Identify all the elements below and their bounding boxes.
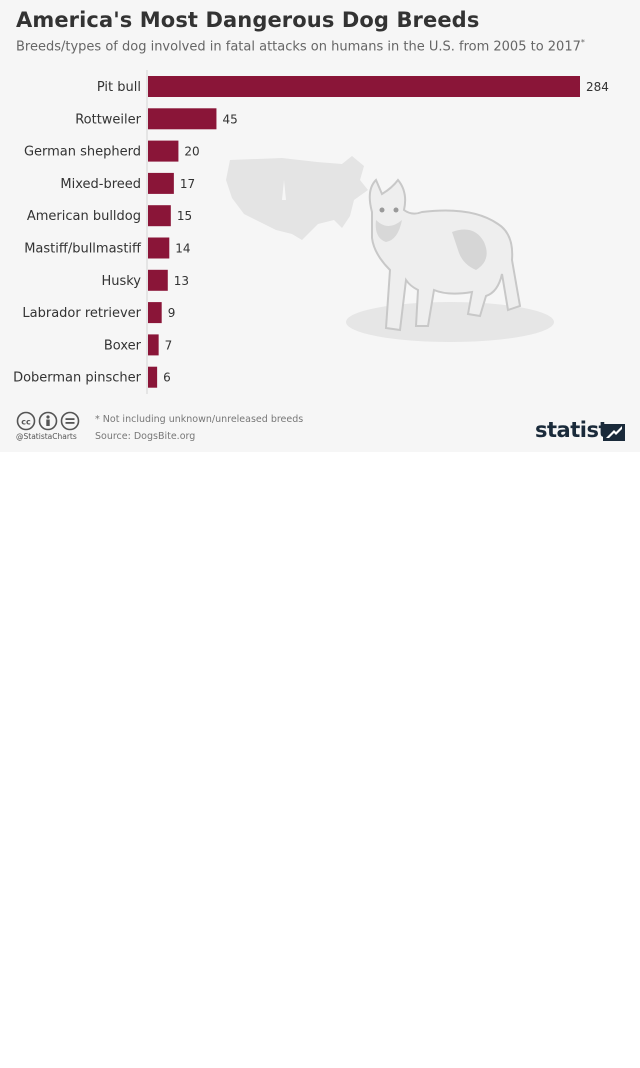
- value-label-mastiff-bullmastiff: 14: [175, 242, 190, 256]
- value-label-mixed-breed: 17: [180, 177, 195, 191]
- footnote: * Not including unknown/unreleased breed…: [95, 414, 304, 425]
- bar-chart: Pit bull 284 Rottweiler 45 German shepherd 20…: [13, 70, 609, 394]
- category-label-pit-bull: Pit bull: [97, 80, 141, 95]
- bar-rottweiler: [148, 108, 217, 130]
- bar-mixed-breed: [148, 172, 174, 194]
- license-icons: cc: [16, 411, 80, 431]
- category-label-mixed-breed: Mixed-breed: [60, 177, 141, 192]
- bar-mastiff-bullmastiff: [148, 237, 170, 259]
- category-label-mastiff-bullmastiff: Mastiff/bullmastiff: [24, 242, 142, 257]
- bar-labrador-retriever: [148, 302, 162, 324]
- bar-german-shepherd: [148, 140, 179, 162]
- chart-subtitle: Breeds/types of dog involved in fatal at…: [16, 38, 585, 54]
- value-label-husky: 13: [174, 274, 189, 288]
- value-label-rottweiler: 45: [222, 112, 237, 126]
- subtitle-footnote-mark: *: [580, 38, 585, 47]
- statista-logo-icon: [603, 424, 625, 441]
- chart-card: America's Most Dangerous Dog Breeds Bree…: [0, 0, 640, 452]
- category-label-american-bulldog: American bulldog: [27, 209, 141, 224]
- bar-american-bulldog: [148, 205, 171, 227]
- bar-doberman-pinscher: [148, 366, 158, 388]
- category-label-labrador-retriever: Labrador retriever: [22, 306, 141, 321]
- value-label-american-bulldog: 15: [177, 209, 192, 223]
- value-label-boxer: 7: [165, 338, 173, 352]
- svg-text:cc: cc: [21, 418, 31, 427]
- value-label-doberman-pinscher: 6: [163, 371, 171, 385]
- bars-layer: Pit bull 284 Rottweiler 45 German shepherd 20…: [13, 76, 609, 388]
- nd-icon: [60, 411, 80, 431]
- subtitle-text: Breeds/types of dog involved in fatal at…: [16, 39, 581, 55]
- value-label-pit-bull: 284: [586, 80, 609, 94]
- statista-handle: @StatistaCharts: [16, 432, 77, 441]
- source-text: Source: DogsBite.org: [95, 431, 196, 442]
- us-map-icon: [226, 156, 368, 240]
- dog-illustration-icon: [346, 178, 554, 342]
- chart-title: America's Most Dangerous Dog Breeds: [16, 8, 480, 32]
- value-label-labrador-retriever: 9: [168, 306, 176, 320]
- value-label-german-shepherd: 20: [184, 145, 199, 159]
- decoration-illustration: [226, 156, 554, 342]
- bar-pit-bull: [148, 76, 580, 97]
- bar-husky: [148, 269, 168, 291]
- category-label-doberman-pinscher: Doberman pinscher: [13, 371, 142, 386]
- cc-icon: cc: [16, 411, 36, 431]
- bar-boxer: [148, 334, 159, 356]
- category-label-rottweiler: Rottweiler: [75, 112, 141, 127]
- category-label-husky: Husky: [101, 274, 141, 289]
- category-label-german-shepherd: German shepherd: [24, 145, 141, 160]
- category-label-boxer: Boxer: [104, 338, 142, 353]
- by-icon: [38, 411, 58, 431]
